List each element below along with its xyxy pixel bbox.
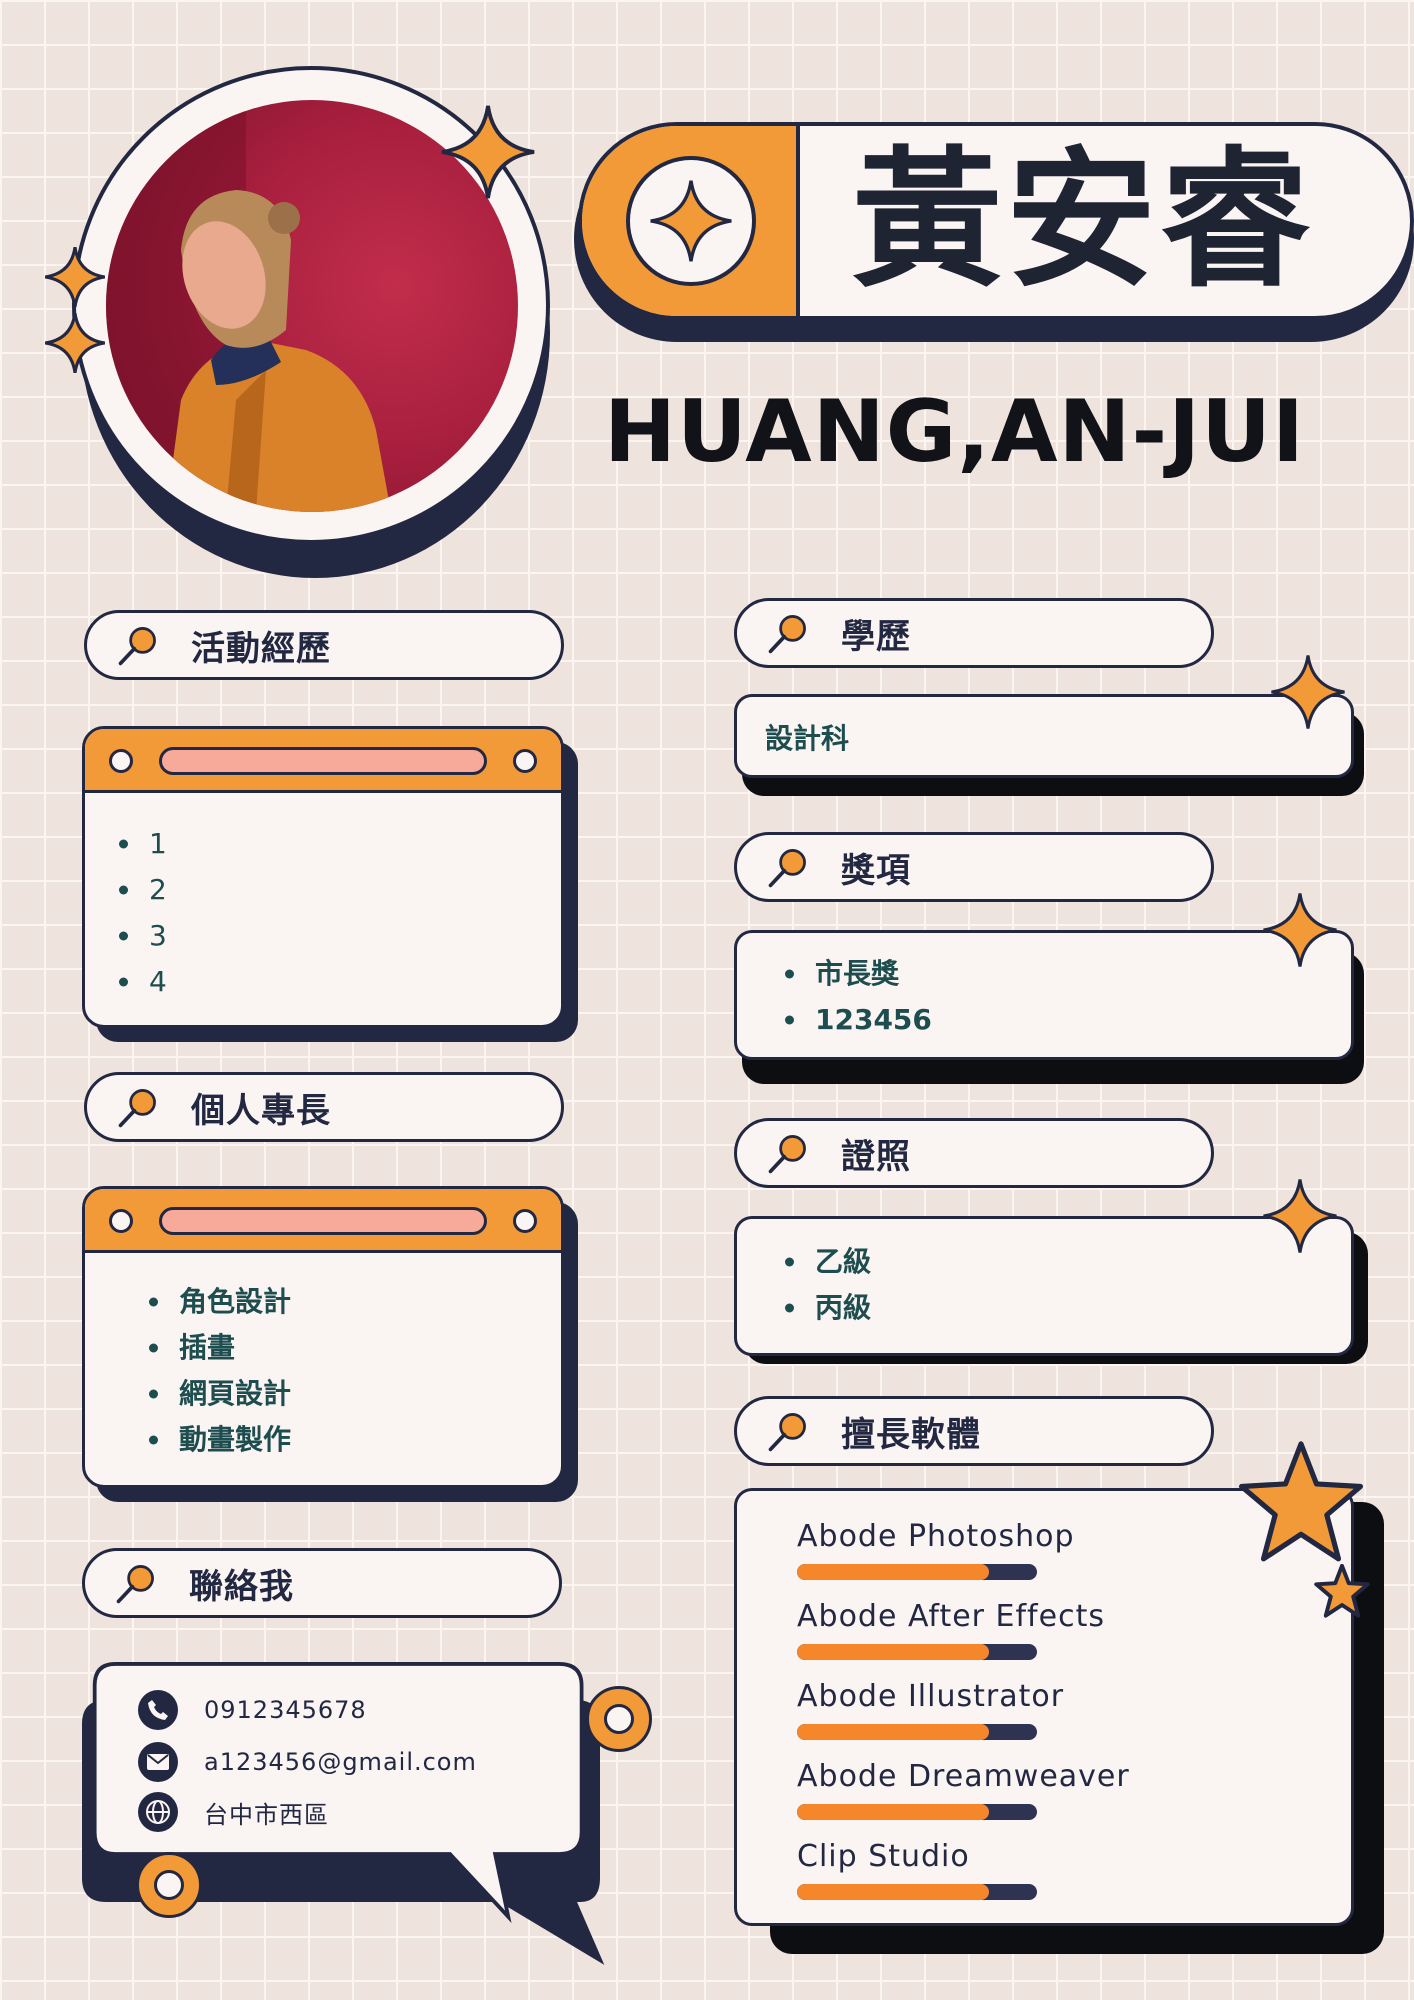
magnifier-icon — [118, 1089, 156, 1128]
skill-bar-track — [797, 1564, 1037, 1580]
section-header-contact: 聯絡我 — [82, 1548, 562, 1618]
software-item: Abode Photoshop — [797, 1509, 1130, 1589]
section-title: 擅長軟體 — [841, 1414, 981, 1455]
window-slot — [159, 747, 487, 775]
section-title: 證照 — [841, 1136, 911, 1177]
software-item: Abode Dreamweaver — [797, 1749, 1130, 1829]
section-header-software: 擅長軟體 — [734, 1396, 1214, 1466]
software-item: Abode Illustrator — [797, 1669, 1130, 1749]
licenses-list: 乙級 丙級 — [777, 1239, 871, 1331]
contact-ring — [136, 1852, 202, 1918]
education-card: 設計科 — [734, 694, 1354, 778]
magnifier-icon — [118, 627, 156, 666]
skills-list: 角色設計 插畫 網頁設計 動畫製作 — [141, 1279, 291, 1463]
skill-bar-fill — [797, 1564, 989, 1580]
window-titlebar — [85, 729, 561, 793]
contact-address-row[interactable]: 台中市西區 — [138, 1792, 329, 1832]
sparkle-icon — [44, 312, 106, 374]
window-dot — [109, 749, 133, 773]
list-item: 1 — [111, 821, 167, 867]
software-name: Abode Photoshop — [797, 1519, 1075, 1554]
section-title: 個人專長 — [191, 1090, 331, 1131]
section-title: 獎項 — [841, 850, 911, 891]
sparkle-icon — [1263, 1179, 1337, 1253]
globe-icon — [138, 1792, 178, 1832]
skill-bar-track — [797, 1804, 1037, 1820]
skill-bar-fill — [797, 1884, 989, 1900]
sparkle-icon — [650, 180, 732, 262]
window-dot — [109, 1209, 133, 1233]
skills-card: 角色設計 插畫 網頁設計 動畫製作 — [82, 1186, 564, 1488]
list-item: 123456 — [777, 997, 932, 1043]
software-card: Abode Photoshop Abode After Effects Abode … — [734, 1488, 1354, 1926]
section-title: 聯絡我 — [189, 1566, 294, 1607]
contact-phone-row[interactable]: 0912345678 — [138, 1690, 367, 1730]
name-banner: 黃安睿 — [578, 122, 1414, 320]
software-name: Clip Studio — [797, 1839, 970, 1874]
skill-bar-fill — [797, 1804, 989, 1820]
section-header-licenses: 證照 — [734, 1118, 1214, 1188]
education-value: 設計科 — [765, 722, 850, 755]
sparkle-icon — [44, 246, 106, 308]
awards-card: 市長獎 123456 — [734, 930, 1354, 1060]
window-dot — [513, 749, 537, 773]
section-title: 活動經歷 — [191, 628, 331, 669]
magnifier-icon — [116, 1565, 154, 1604]
banner-sparkle-circle — [626, 156, 756, 286]
skill-bar-fill — [797, 1644, 989, 1660]
section-header-education: 學歷 — [734, 598, 1214, 668]
list-item: 丙級 — [777, 1285, 871, 1331]
email-text: a123456@gmail.com — [204, 1748, 477, 1776]
name-chinese: 黃安睿 — [852, 134, 1315, 308]
section-title: 學歷 — [841, 616, 911, 657]
software-item: Abode After Effects — [797, 1589, 1130, 1669]
contact-email-row[interactable]: a123456@gmail.com — [138, 1742, 477, 1782]
section-header-skills: 個人專長 — [84, 1072, 564, 1142]
star-icon — [1239, 1441, 1363, 1562]
list-item: 插畫 — [141, 1325, 291, 1371]
magnifier-icon — [768, 849, 806, 888]
phone-text: 0912345678 — [204, 1696, 367, 1724]
sparkle-icon — [1263, 893, 1337, 967]
window-dot — [513, 1209, 537, 1233]
star-icon — [1314, 1564, 1370, 1618]
licenses-card: 乙級 丙級 — [734, 1216, 1354, 1356]
magnifier-icon — [768, 615, 806, 654]
section-header-awards: 獎項 — [734, 832, 1214, 902]
contact-info: 0912345678 a123456@gmail.com 台中市西區 — [104, 1668, 604, 1858]
window-titlebar — [85, 1189, 561, 1253]
skill-bar-track — [797, 1884, 1037, 1900]
skill-bar-track — [797, 1644, 1037, 1660]
awards-list: 市長獎 123456 — [777, 951, 932, 1043]
window-slot — [159, 1207, 487, 1235]
software-name: Abode After Effects — [797, 1599, 1105, 1634]
activities-card: 1 2 3 4 — [82, 726, 564, 1028]
list-item: 3 — [111, 913, 167, 959]
sparkle-icon — [441, 105, 535, 199]
contact-ring — [586, 1686, 652, 1752]
name-english: HUANG,AN-JUI — [604, 382, 1306, 482]
list-item: 4 — [111, 959, 167, 1005]
address-text: 台中市西區 — [204, 1800, 329, 1829]
list-item: 乙級 — [777, 1239, 871, 1285]
section-header-activities: 活動經歷 — [84, 610, 564, 680]
phone-icon — [138, 1690, 178, 1730]
software-name: Abode Illustrator — [797, 1679, 1065, 1714]
skill-bar-track — [797, 1724, 1037, 1740]
software-list: Abode Photoshop Abode After Effects Abode … — [797, 1509, 1130, 1903]
list-item: 網頁設計 — [141, 1371, 291, 1417]
magnifier-icon — [768, 1135, 806, 1174]
software-item: Clip Studio — [797, 1829, 1130, 1903]
list-item: 2 — [111, 867, 167, 913]
list-item: 動畫製作 — [141, 1417, 291, 1463]
contact-bubble — [82, 1661, 605, 1965]
activities-list: 1 2 3 4 — [111, 821, 167, 1005]
list-item: 角色設計 — [141, 1279, 291, 1325]
sparkle-icon — [1271, 655, 1345, 729]
mail-icon — [138, 1742, 178, 1782]
skill-bar-fill — [797, 1724, 989, 1740]
software-name: Abode Dreamweaver — [797, 1759, 1130, 1794]
magnifier-icon — [768, 1413, 806, 1452]
list-item: 市長獎 — [777, 951, 932, 997]
